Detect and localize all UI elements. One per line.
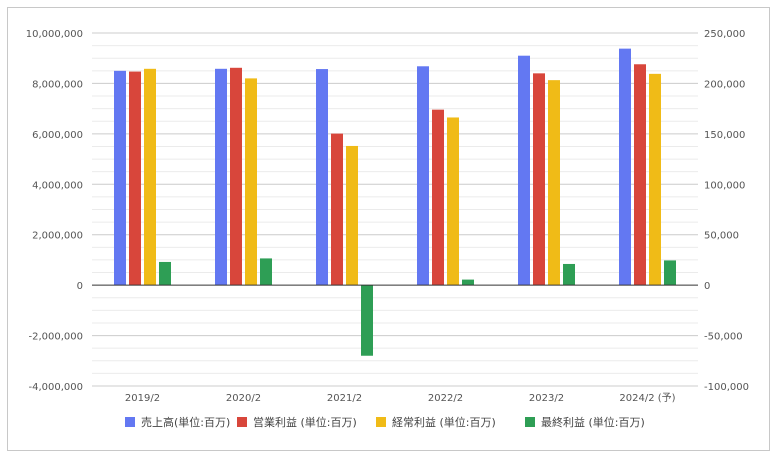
bar-ordinary-profit — [548, 80, 560, 286]
bar-net-profit — [260, 258, 272, 286]
left-axis-tick-label: 10,000,000 — [26, 29, 83, 40]
legend-swatch — [376, 417, 386, 427]
right-axis-tick-label: 150,000 — [704, 130, 745, 141]
left-axis-tick-label: 0 — [77, 281, 83, 292]
legend-label: 最終利益 (単位:百万) — [541, 415, 645, 429]
bar-ordinary-profit — [649, 73, 661, 286]
bar-net-profit — [361, 285, 373, 356]
bar-sales — [215, 68, 227, 286]
bar-operating-profit — [331, 133, 343, 286]
right-axis-tick-label: -100,000 — [704, 382, 749, 393]
left-axis-tick-label: -4,000,000 — [28, 382, 83, 393]
legend-swatch — [525, 417, 535, 427]
bar-sales — [518, 55, 530, 286]
right-axis-tick-label: 0 — [704, 281, 710, 292]
bar-sales — [114, 70, 126, 286]
right-axis-tick-label: 100,000 — [704, 180, 745, 191]
bar-ordinary-profit — [346, 145, 358, 286]
category-label: 2022/2 — [428, 393, 463, 404]
legend-swatch — [125, 417, 135, 427]
legend-label: 経常利益 (単位:百万) — [392, 415, 496, 429]
bar-sales — [316, 69, 328, 286]
bar-sales — [417, 66, 429, 286]
bar-operating-profit — [432, 109, 444, 286]
left-axis-tick-label: 6,000,000 — [32, 130, 83, 141]
left-axis-tick-label: -2,000,000 — [28, 332, 83, 343]
category-label: 2023/2 — [529, 393, 564, 404]
bar-operating-profit — [129, 71, 141, 286]
right-axis-tick-label: 200,000 — [704, 79, 745, 90]
category-label: 2024/2 (予) — [619, 392, 675, 404]
category-label: 2019/2 — [125, 393, 160, 404]
bar-net-profit — [563, 263, 575, 286]
legend-label: 営業利益 (単位:百万) — [253, 415, 357, 429]
category-label: 2021/2 — [327, 393, 362, 404]
left-axis-tick-label: 2,000,000 — [32, 231, 83, 242]
bar-sales — [619, 48, 631, 286]
bar-operating-profit — [533, 73, 545, 286]
bar-operating-profit — [634, 64, 646, 286]
right-axis-tick-label: 50,000 — [704, 231, 739, 242]
legend-label: 売上高(単位:百万) — [141, 415, 230, 429]
bar-operating-profit — [230, 67, 242, 286]
bar-ordinary-profit — [447, 117, 459, 286]
left-axis-tick-label: 4,000,000 — [32, 180, 83, 191]
bar-net-profit — [664, 260, 676, 286]
bar-net-profit — [462, 279, 474, 286]
left-axis-tick-label: 8,000,000 — [32, 79, 83, 90]
legend-swatch — [237, 417, 247, 427]
right-axis-tick-label: -50,000 — [704, 332, 743, 343]
bar-ordinary-profit — [245, 78, 257, 286]
right-axis-tick-label: 250,000 — [704, 29, 745, 40]
bar-ordinary-profit — [144, 68, 156, 286]
bar-net-profit — [159, 261, 171, 286]
category-label: 2020/2 — [226, 393, 261, 404]
